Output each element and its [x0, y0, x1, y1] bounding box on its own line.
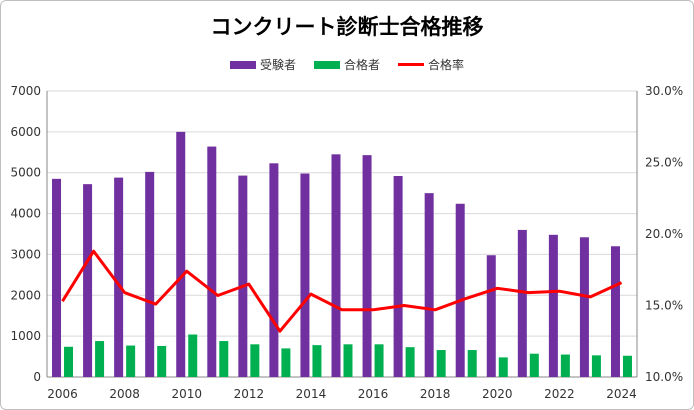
legend-item-pass-rate: 合格率 — [398, 56, 464, 73]
y-left-tick-label: 7000 — [10, 84, 41, 98]
x-tick-label: 2008 — [109, 387, 140, 401]
bar-passers — [436, 350, 446, 377]
bar-examinees — [610, 246, 620, 377]
bar-examinees — [579, 237, 589, 377]
bar-examinees — [455, 203, 465, 377]
bar-passers — [591, 355, 601, 377]
legend-swatch-pass-rate — [398, 63, 424, 66]
bar-passers — [467, 350, 477, 377]
bar-passers — [374, 344, 384, 377]
bar-examinees — [393, 175, 403, 377]
bar-passers — [219, 341, 229, 377]
x-tick-label: 2018 — [420, 387, 451, 401]
bar-examinees — [300, 173, 310, 377]
chart-title: コンクリート診断士合格推移 — [210, 15, 484, 39]
bar-examinees — [52, 178, 62, 377]
bar-examinees — [83, 184, 93, 377]
bar-examinees — [362, 155, 372, 377]
bar-passers — [250, 344, 260, 377]
legend-label-passers: 合格者 — [343, 58, 380, 72]
y-left-tick-label: 0 — [33, 370, 41, 384]
bar-examinees — [207, 146, 217, 377]
bar-passers — [281, 348, 291, 377]
y-left-tick-label: 2000 — [10, 288, 41, 302]
x-tick-label: 2012 — [234, 387, 265, 401]
bar-examinees — [331, 154, 341, 377]
bar-passers — [622, 355, 632, 377]
y-right-tick-label: 30.0% — [645, 84, 683, 98]
legend-swatch-examinees — [229, 60, 256, 69]
bar-examinees — [238, 175, 248, 377]
y-left-tick-label: 5000 — [10, 166, 41, 180]
line-pass-rate — [61, 249, 623, 333]
bar-passers — [312, 345, 322, 377]
bar-examinees — [517, 229, 527, 377]
y-right-tick-label: 15.0% — [645, 299, 683, 313]
bar-examinees — [548, 234, 558, 377]
legend-swatch-passers — [313, 60, 340, 69]
bar-passers — [405, 347, 415, 377]
bar-passers — [157, 345, 167, 377]
legend-item-examinees: 受験者 — [229, 56, 296, 73]
legend-label-pass-rate: 合格率 — [428, 58, 465, 72]
x-tick-label: 2016 — [358, 387, 389, 401]
y-left-tick-label: 6000 — [10, 125, 41, 139]
x-tick-label: 2014 — [296, 387, 327, 401]
chart-legend: 受験者 合格者 合格率 — [1, 56, 693, 73]
bar-passers — [529, 353, 539, 377]
bar-passers — [188, 334, 198, 377]
y-right-tick-label: 10.0% — [645, 370, 683, 384]
bar-passers — [95, 341, 105, 377]
bar-examinees — [114, 177, 124, 377]
y-left-tick-label: 4000 — [10, 207, 41, 221]
bar-passers — [560, 354, 570, 377]
bar-passers — [64, 346, 74, 377]
bar-passers — [498, 357, 508, 377]
bar-examinees — [486, 255, 496, 377]
y-right-tick-label: 25.0% — [645, 156, 683, 170]
bar-examinees — [269, 163, 279, 377]
bar-examinees — [424, 193, 434, 377]
legend-label-examinees: 受験者 — [259, 58, 296, 72]
x-tick-label: 2022 — [544, 387, 575, 401]
x-tick-label: 2006 — [47, 387, 78, 401]
bar-passers — [126, 345, 136, 377]
bar-examinees — [145, 171, 155, 377]
bar-examinees — [176, 131, 186, 377]
bar-passers — [343, 344, 353, 377]
y-left-tick-label: 1000 — [10, 329, 41, 343]
x-tick-label: 2010 — [171, 387, 202, 401]
x-tick-label: 2020 — [482, 387, 513, 401]
legend-item-passers: 合格者 — [313, 56, 380, 73]
y-left-tick-label: 3000 — [10, 247, 41, 261]
y-right-tick-label: 20.0% — [645, 227, 683, 241]
x-tick-label: 2024 — [606, 387, 637, 401]
